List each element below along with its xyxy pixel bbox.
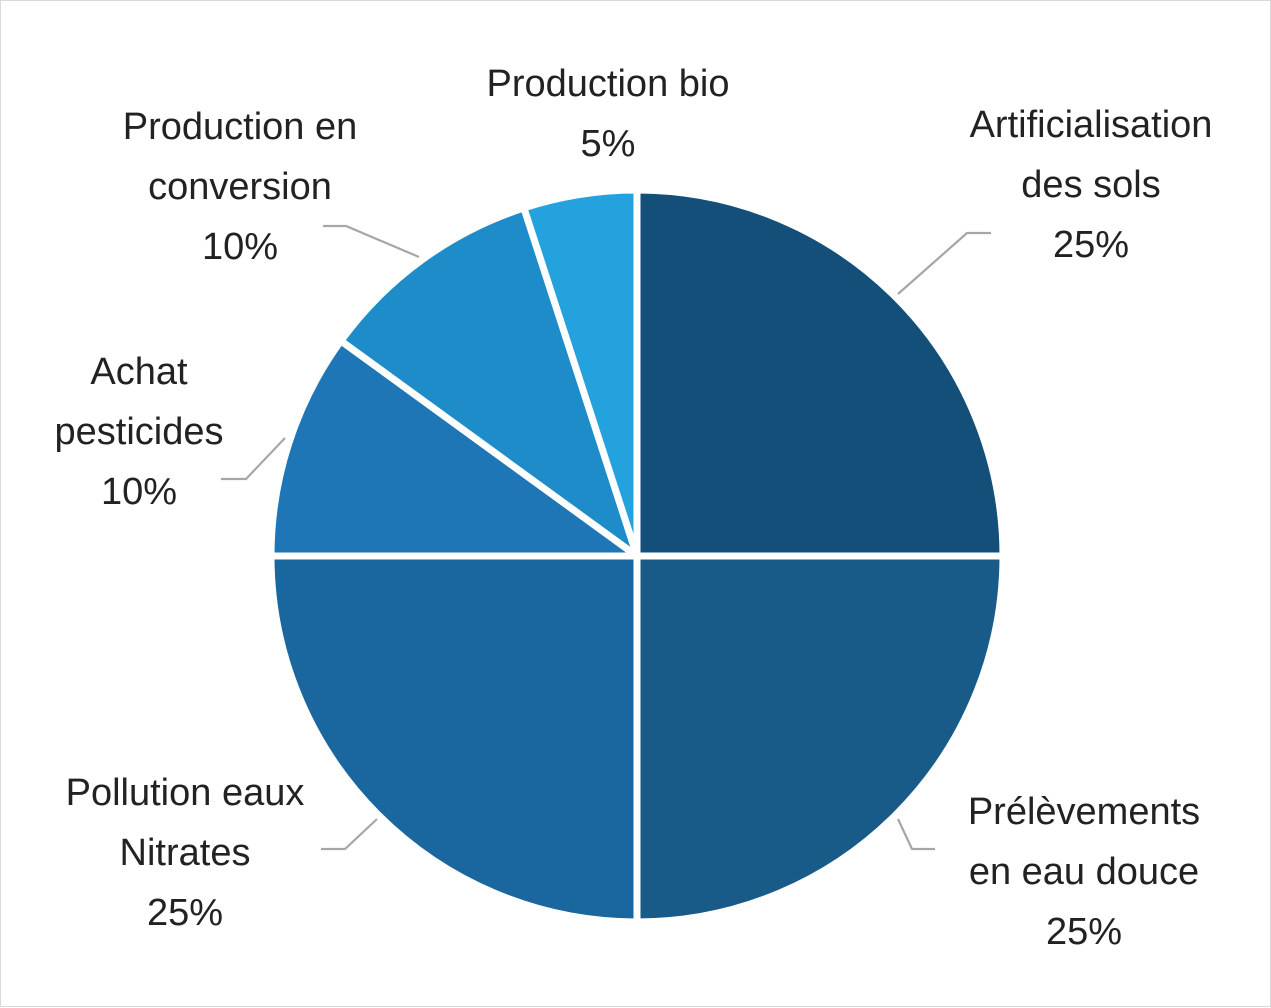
slice-category-label: pesticides <box>55 411 224 453</box>
slice-label-5: Production bio 5% <box>487 63 730 165</box>
slice-category-label: des sols <box>1021 164 1160 206</box>
pie-slice-5 <box>520 186 641 560</box>
pie-slice-1 <box>633 552 1007 926</box>
pie-slice-4 <box>337 204 641 560</box>
slice-category-label: Artificialisation <box>970 104 1213 146</box>
slice-category-label: Achat <box>90 351 188 393</box>
leader-line-1 <box>897 818 935 851</box>
pie-slice-2 <box>267 552 641 926</box>
leader-line-2 <box>321 818 378 851</box>
pie-slice-3 <box>267 337 641 560</box>
slice-category-label: Prélèvements <box>968 791 1200 833</box>
slice-category-label: Nitrates <box>120 832 251 874</box>
slice-label-2: Pollution eaux Nitrates 25% <box>66 772 305 934</box>
slice-category-label: en eau douce <box>969 851 1199 893</box>
slice-label-0: Artificialisation des sols 25% <box>970 104 1213 266</box>
slice-value-label: 10% <box>202 226 278 268</box>
slice-value-label: 25% <box>1046 911 1122 953</box>
slice-category-label: Production en <box>123 106 358 148</box>
slice-value-label: 10% <box>101 471 177 513</box>
slice-label-3: Achat pesticides 10% <box>55 351 224 513</box>
slice-value-label: 25% <box>147 892 223 934</box>
slice-category-label: Production bio <box>487 63 730 105</box>
leader-line-4 <box>323 224 420 259</box>
slice-value-label: 25% <box>1053 224 1129 266</box>
slice-label-1: Prélèvements en eau douce 25% <box>968 791 1200 953</box>
leader-line-0 <box>897 231 991 295</box>
slice-label-4: Production en conversion 10% <box>123 106 358 268</box>
pie-slice-0 <box>633 186 1007 560</box>
leader-line-3 <box>221 437 286 481</box>
slice-value-label: 5% <box>581 123 636 165</box>
slice-category-label: conversion <box>148 166 332 208</box>
slice-category-label: Pollution eaux <box>66 772 305 814</box>
